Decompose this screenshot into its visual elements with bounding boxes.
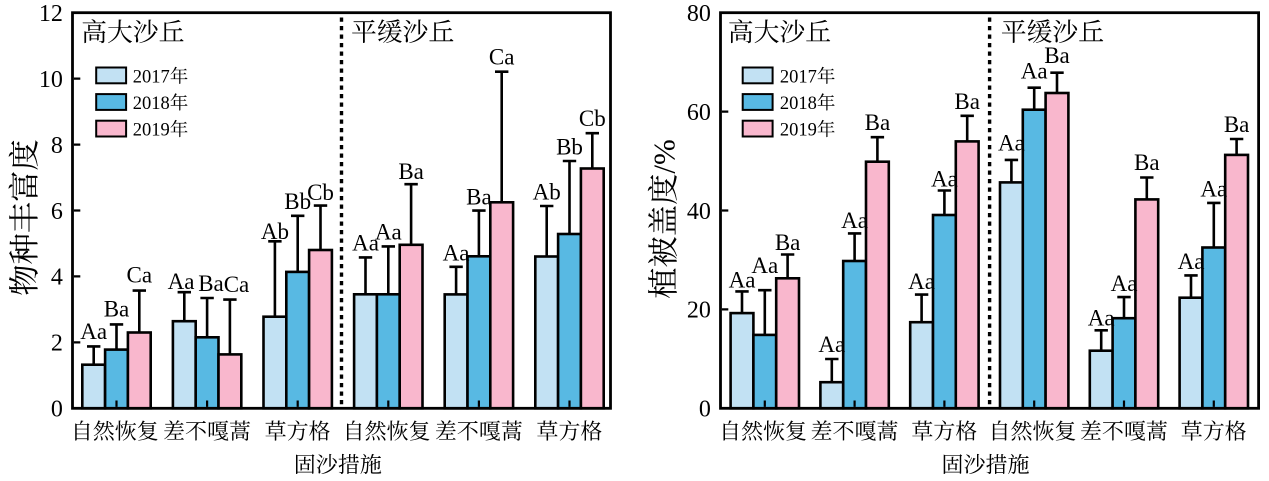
- svg-text:40: 40: [687, 199, 711, 225]
- svg-text:Ba: Ba: [104, 296, 130, 321]
- svg-text:Aa: Aa: [1178, 249, 1205, 274]
- svg-text:Cb: Cb: [307, 180, 334, 205]
- svg-text:Ba: Ba: [198, 271, 224, 296]
- svg-text:2017: 2017: [133, 68, 170, 88]
- svg-text:Aa: Aa: [1111, 271, 1138, 296]
- svg-text:Aa: Aa: [818, 332, 845, 357]
- svg-text:Aa: Aa: [352, 230, 379, 255]
- svg-text:2019: 2019: [780, 121, 817, 141]
- svg-text:60: 60: [687, 100, 711, 126]
- svg-text:4: 4: [51, 265, 63, 291]
- svg-text:Ba: Ba: [1044, 43, 1070, 68]
- svg-text:Bb: Bb: [556, 135, 583, 160]
- svg-text:Aa: Aa: [751, 253, 778, 278]
- svg-text:0: 0: [51, 397, 63, 423]
- svg-text:Aa: Aa: [168, 269, 195, 294]
- svg-text:2019: 2019: [133, 121, 170, 141]
- svg-text:Aa: Aa: [1021, 58, 1048, 83]
- svg-text:Ba: Ba: [775, 230, 801, 255]
- svg-text:80: 80: [687, 1, 711, 27]
- svg-text:0: 0: [699, 397, 711, 423]
- svg-text:Aa: Aa: [729, 267, 756, 292]
- svg-text:Ab: Ab: [533, 180, 561, 205]
- svg-text:Ca: Ca: [489, 45, 515, 70]
- svg-text:Ba: Ba: [466, 185, 492, 210]
- svg-text:Ba: Ba: [1134, 150, 1160, 175]
- svg-text:Ba: Ba: [1224, 112, 1250, 137]
- svg-text:Aa: Aa: [908, 269, 935, 294]
- svg-text:Aa: Aa: [1200, 177, 1227, 202]
- svg-text:Aa: Aa: [375, 219, 402, 244]
- svg-text:Ca: Ca: [224, 272, 250, 297]
- svg-text:Aa: Aa: [931, 167, 958, 192]
- svg-text:2017: 2017: [780, 68, 817, 88]
- svg-text:2018: 2018: [780, 94, 817, 114]
- svg-text:Aa: Aa: [841, 208, 868, 233]
- svg-text:2: 2: [51, 331, 63, 357]
- svg-text:8: 8: [51, 133, 63, 159]
- svg-text:20: 20: [687, 298, 711, 324]
- svg-text:Aa: Aa: [80, 319, 107, 344]
- svg-text:10: 10: [39, 67, 63, 93]
- svg-text:2018: 2018: [133, 94, 170, 114]
- svg-text:/%: /%: [646, 139, 681, 173]
- svg-text:Ca: Ca: [127, 263, 153, 288]
- svg-text:Ba: Ba: [865, 110, 891, 135]
- svg-text:Aa: Aa: [1088, 306, 1115, 331]
- svg-text:12: 12: [39, 1, 63, 27]
- svg-text:Ba: Ba: [954, 89, 980, 114]
- svg-text:Bb: Bb: [284, 189, 311, 214]
- svg-text:6: 6: [51, 199, 63, 225]
- svg-text:Cb: Cb: [579, 106, 606, 131]
- svg-text:Aa: Aa: [443, 241, 470, 266]
- svg-text:Aa: Aa: [998, 130, 1025, 155]
- svg-text:Ba: Ba: [398, 159, 424, 184]
- svg-text:Ab: Ab: [261, 219, 289, 244]
